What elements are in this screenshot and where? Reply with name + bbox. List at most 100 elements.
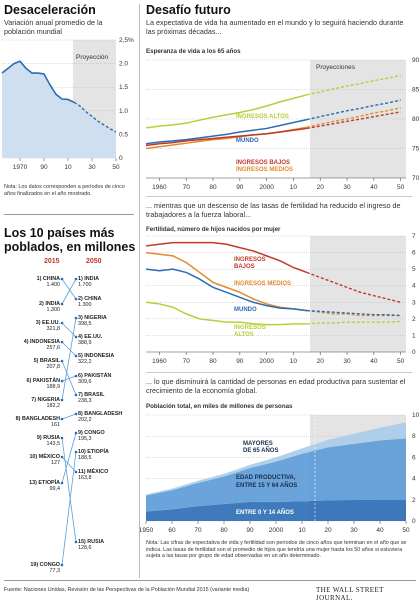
ranking-dot (60, 436, 64, 440)
y-tick-label: 2 (412, 316, 416, 323)
country-value: 163,8 (78, 475, 92, 482)
series-line-projection (306, 320, 401, 325)
divider-1 (146, 196, 412, 197)
ranking-dot (74, 412, 78, 416)
area-fill (2, 61, 116, 158)
y-tick-label: 5 (412, 266, 416, 273)
ranking-dot (60, 359, 64, 363)
x-tick-label: 90 (40, 164, 48, 171)
ranking-row: 3) NIGERIA 398,5 (78, 315, 107, 327)
y-tick-label: 10 (412, 412, 420, 419)
x-tick-label: 30 (343, 358, 351, 365)
series-label: BAJOS (234, 264, 255, 270)
x-tick-label: 1970 (13, 164, 28, 171)
x-tick-label: 10 (290, 358, 298, 365)
ranking-dot (74, 540, 78, 544)
country-rank: 2) CHINA (78, 296, 102, 302)
country-rank: 7) BRASIL (78, 392, 105, 398)
slowdown-series (1, 60, 117, 158)
x-tick-label: 30 (350, 527, 358, 534)
ranking-connector (61, 375, 77, 382)
country-value: 207,8 (46, 364, 61, 371)
y-tick-label: 1 (412, 332, 416, 339)
country-rank: 4) EE.UU. (78, 334, 103, 340)
footer-brand: THE WALL STREET JOURNAL. (316, 586, 384, 602)
country-value: 127 (51, 460, 60, 467)
ranking-dot (74, 277, 78, 281)
life-chart-title: Esperanza de vida a los 65 años (146, 48, 241, 55)
stack-area (146, 499, 406, 521)
series-line-projection (306, 99, 401, 121)
ranking-connector (61, 432, 77, 484)
series-line-projection (306, 74, 401, 96)
x-tick-label: 90 (246, 527, 254, 534)
x-tick-label: 30 (343, 184, 351, 191)
x-tick-label: 50 (112, 164, 120, 171)
country-value: 321,8 (46, 326, 61, 333)
y-tick-label: 6 (412, 454, 416, 461)
x-tick-label: 20 (317, 184, 325, 191)
series-line-projection (306, 309, 401, 317)
country-rank: 3) EE.UU. (35, 320, 60, 326)
ranking-dot (60, 321, 64, 325)
country-rank: 1) INDIA (78, 276, 99, 282)
y-tick-label: 1.5 (119, 84, 128, 91)
ranking-dot (74, 354, 78, 358)
country-rank: 4) INDONESIA (23, 339, 60, 345)
ranking-row: 6) PAKISTÁN 188,9 (27, 378, 60, 390)
ranking-connector (61, 278, 77, 300)
country-value: 398,5 (78, 321, 92, 328)
country-value: 1.700 (78, 282, 92, 289)
country-rank: 6) PAKISTÁN (78, 373, 112, 379)
ranking-dot (74, 316, 78, 320)
slowdown-y-ticks: 0 0.5 1.0 1.5 2.0 2,5% (119, 37, 134, 162)
x-tick-label: 70 (183, 184, 191, 191)
column-divider (139, 4, 140, 578)
x-tick-label: 50 (397, 358, 405, 365)
country-value: 1.300 (78, 302, 92, 309)
x-tick-label: 2000 (269, 527, 284, 534)
ranking-dot (60, 481, 64, 485)
x-tick-label: 30 (88, 164, 96, 171)
ranking-dot (74, 431, 78, 435)
y-tick-label: 85 (412, 87, 420, 94)
life-expectancy-chart: Proyecciones 70 75 80 85 90 1960 70 80 90 2000 10 2… (145, 57, 420, 191)
ranking-connector (61, 278, 77, 305)
slowdown-chart: Proyección 0 0.5 1.0 1.5 2.0 2,5% 1970 90 10 30 5… (1, 37, 134, 171)
ranking-dot (74, 450, 78, 454)
ranking-connector (61, 317, 77, 401)
series-label: INGRESOS MEDIOS (236, 167, 293, 173)
y-tick-label: 2 (412, 497, 416, 504)
ranking-year-2050: 2050 (86, 258, 102, 265)
y-tick-label: 2.0 (119, 61, 128, 68)
country-value: 202,2 (78, 417, 92, 424)
ranking-dot (60, 302, 64, 306)
country-value: 182,2 (46, 403, 61, 410)
ranking-row: 7) BRASIL 238,3 (78, 392, 104, 404)
stack-area (146, 438, 406, 512)
series-label: EDAD PRODUCTIVA, (236, 475, 296, 481)
series-line-projection (73, 101, 117, 133)
ranking-connector (61, 341, 77, 357)
series-line (145, 251, 307, 312)
ranking-row: 15) RUSIA 128,6 (78, 539, 104, 551)
ranking-connector (61, 360, 77, 396)
ranking-dot (74, 393, 78, 397)
ranking-dot (60, 563, 64, 567)
fertility-chart: 0 1 2 3 4 5 6 7 1960 70 80 90 2000 10 20 30 40 50 INGRESOS… (145, 233, 416, 365)
ranking-row: 2) INDIA 1.300 (39, 301, 60, 313)
future-subtitle: La expectativa de vida ha aumentado en e… (146, 18, 404, 36)
x-tick-label: 80 (209, 358, 217, 365)
ranking-dot (74, 374, 78, 378)
x-tick-label: 20 (324, 527, 332, 534)
slowdown-note: Nota: Los datos corresponden a períodos … (4, 184, 125, 197)
ranking-dot (60, 379, 64, 383)
x-tick-label: 90 (236, 184, 244, 191)
y-tick-label: 75 (412, 146, 420, 153)
country-value: 188,5 (78, 455, 92, 462)
y-tick-label: 70 (412, 175, 420, 182)
x-tick-label: 40 (376, 527, 384, 534)
series-label: INGRESOS (234, 257, 266, 263)
ranking-row: 4) INDONESIA 257,6 (24, 339, 60, 351)
country-value: 322,2 (78, 359, 92, 366)
